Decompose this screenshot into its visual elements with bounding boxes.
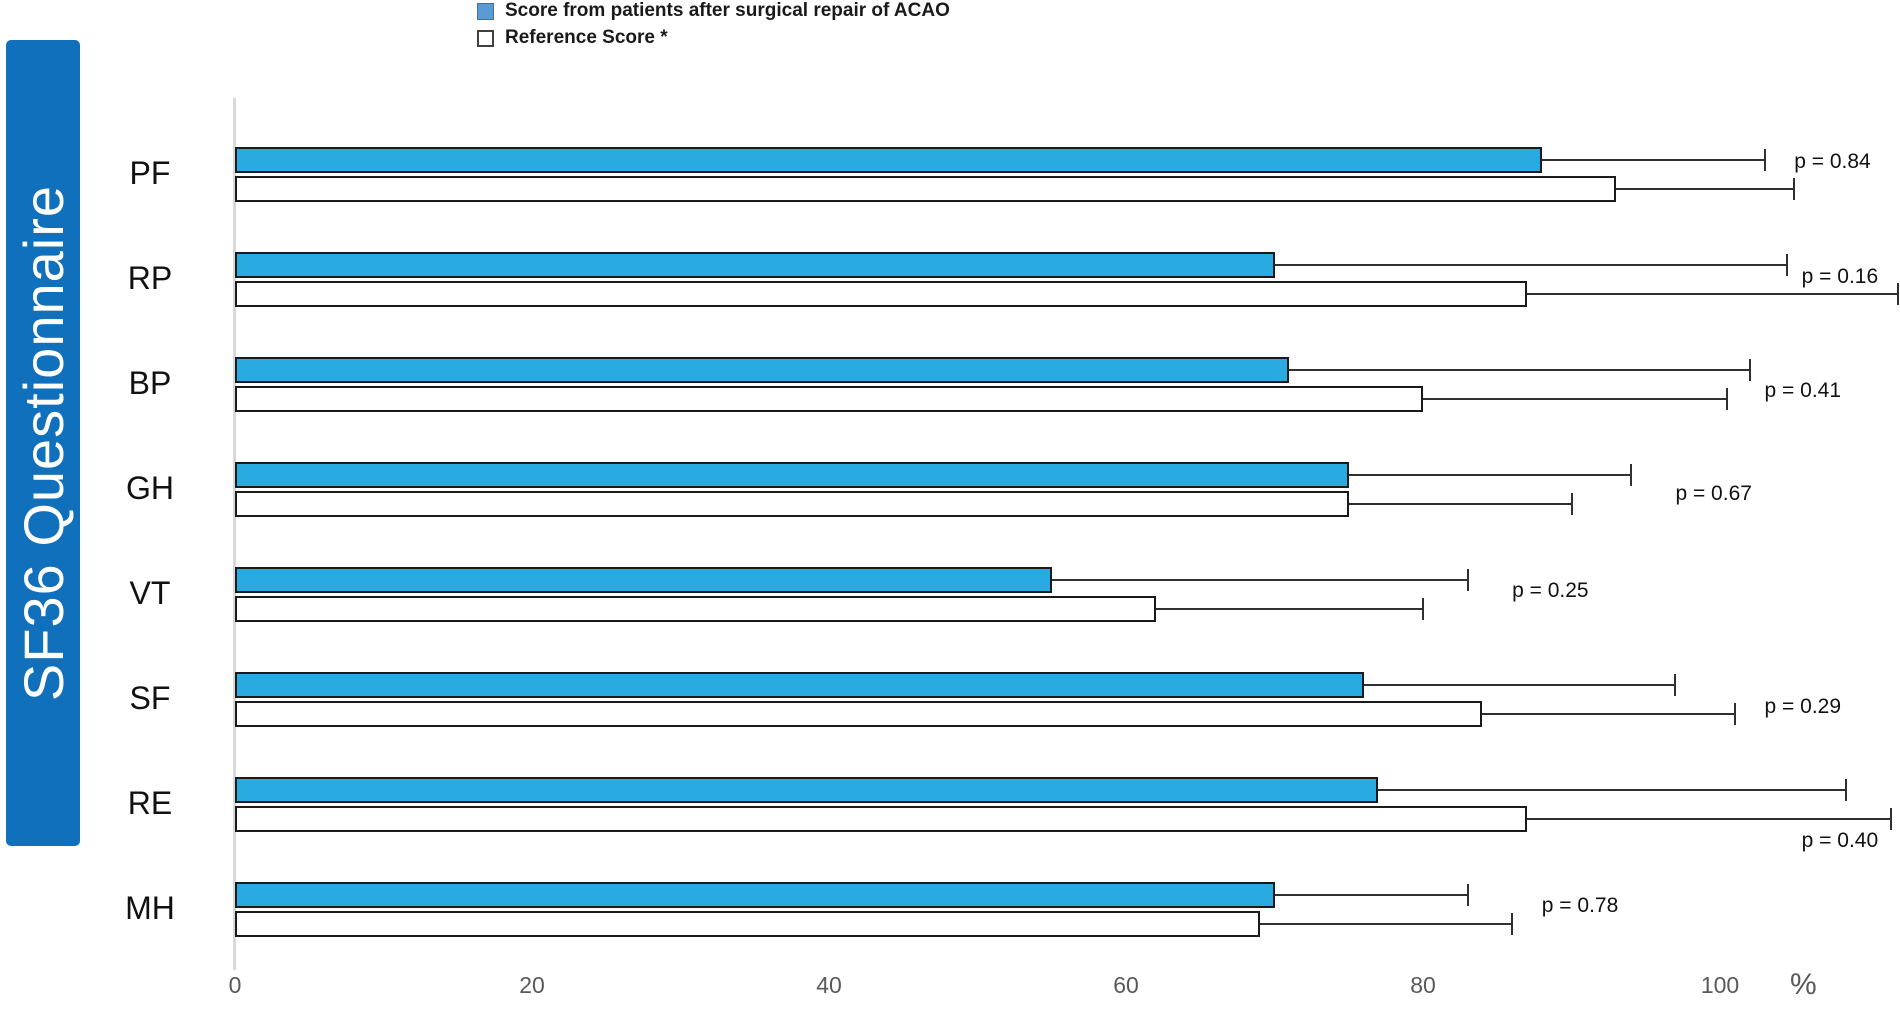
error-bar-cap-gh <box>1629 464 1632 486</box>
reference-bar-pf <box>235 176 1617 202</box>
error-bar-line-vt <box>1051 579 1468 581</box>
reference-bar-gh <box>235 491 1349 517</box>
p-value-gh: p = 0.67 <box>1675 482 1752 505</box>
patients-bar-re <box>235 777 1379 803</box>
error-bar-cap-rp <box>1897 283 1900 305</box>
y-axis-line <box>233 98 236 970</box>
p-value-pf: p = 0.84 <box>1794 150 1871 173</box>
error-bar-line-re <box>1378 789 1847 791</box>
error-bar-cap-bp <box>1748 359 1751 381</box>
error-bar-line-re <box>1526 818 1891 820</box>
category-label-sf: SF <box>129 680 171 716</box>
error-bar-cap-re <box>1845 779 1848 801</box>
p-value-re: p = 0.40 <box>1801 829 1879 852</box>
x-tick-0: 0 <box>228 972 242 998</box>
category-label-gh: GH <box>126 470 174 506</box>
error-bar-line-gh <box>1348 503 1572 505</box>
error-bar-cap-sf <box>1674 674 1677 696</box>
patients-bar-gh <box>235 462 1349 488</box>
legend: Score from patients after surgical repai… <box>477 0 950 56</box>
error-bar-line-rp <box>1274 264 1787 266</box>
category-label-re: RE <box>127 785 173 821</box>
p-value-rp: p = 0.16 <box>1801 265 1879 288</box>
reference-bar-re <box>235 806 1527 832</box>
error-bar-cap-rp <box>1785 254 1788 276</box>
error-bar-cap-pf <box>1763 149 1766 171</box>
category-label-mh: MH <box>125 890 175 926</box>
patients-bar-rp <box>235 252 1275 278</box>
error-bar-cap-bp <box>1726 388 1729 410</box>
reference-bar-rp <box>235 281 1527 307</box>
reference-series-swatch-icon <box>477 29 494 47</box>
category-label-vt: VT <box>129 575 171 611</box>
error-bar-cap-pf <box>1793 178 1796 200</box>
legend-item-patients: Score from patients after surgical repai… <box>477 0 950 21</box>
reference-bar-mh <box>235 911 1260 937</box>
patients-bar-mh <box>235 882 1275 908</box>
error-bar-cap-sf <box>1733 703 1736 725</box>
sf36-banner: SF36 Questionnaire <box>6 40 80 846</box>
error-bar-cap-vt <box>1466 569 1469 591</box>
patients-bar-bp <box>235 357 1290 383</box>
banner-title: SF36 Questionnaire <box>11 184 75 702</box>
patients-series-swatch-icon <box>477 2 494 20</box>
error-bar-line-bp <box>1289 369 1750 371</box>
x-tick-80: 80 <box>1410 972 1436 998</box>
p-value-bp: p = 0.41 <box>1764 379 1842 402</box>
error-bar-cap-gh <box>1570 493 1573 515</box>
legend-item-reference: Reference Score * <box>477 27 950 48</box>
reference-bar-bp <box>235 386 1423 412</box>
p-value-sf: p = 0.29 <box>1764 695 1842 718</box>
x-tick-40: 40 <box>816 972 842 998</box>
error-bar-cap-mh <box>1466 884 1469 906</box>
category-label-pf: PF <box>129 155 171 191</box>
category-label-rp: RP <box>127 260 173 296</box>
patients-bar-vt <box>235 567 1052 593</box>
error-bar-line-gh <box>1348 474 1631 476</box>
reference-bar-sf <box>235 701 1483 727</box>
p-value-vt: p = 0.25 <box>1512 579 1589 602</box>
x-tick-100: 100 <box>1700 972 1740 998</box>
p-value-mh: p = 0.78 <box>1541 894 1619 917</box>
legend-label-patients: Score from patients after surgical repai… <box>505 0 950 21</box>
patients-bar-pf <box>235 147 1542 173</box>
error-bar-line-pf <box>1616 188 1795 190</box>
x-tick-20: 20 <box>519 972 545 998</box>
category-label-bp: BP <box>128 365 172 401</box>
x-tick-60: 60 <box>1113 972 1139 998</box>
error-bar-line-sf <box>1482 713 1735 715</box>
error-bar-cap-vt <box>1422 598 1424 620</box>
error-bar-line-bp <box>1423 398 1728 400</box>
legend-label-reference: Reference Score * <box>505 27 668 48</box>
error-bar-line-rp <box>1526 293 1899 295</box>
error-bar-line-sf <box>1363 684 1676 686</box>
reference-bar-vt <box>235 596 1156 622</box>
error-bar-line-pf <box>1541 159 1765 161</box>
error-bar-cap-mh <box>1511 913 1514 935</box>
error-bar-cap-re <box>1889 808 1892 830</box>
patients-bar-sf <box>235 672 1364 698</box>
error-bar-line-mh <box>1274 894 1468 896</box>
x-axis-unit-label: % <box>1790 968 1817 1001</box>
error-bar-line-mh <box>1259 923 1513 925</box>
error-bar-line-vt <box>1155 608 1423 610</box>
